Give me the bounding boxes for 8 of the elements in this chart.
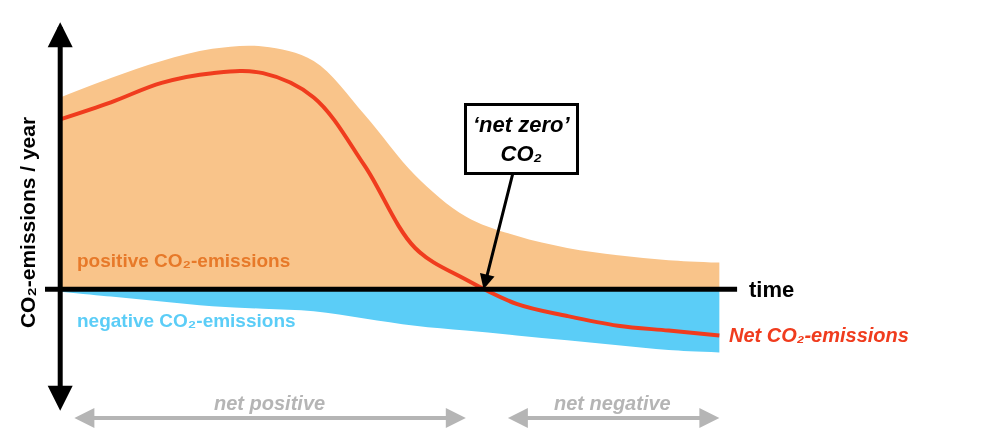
annotation: ‘net zero’ CO₂ [473, 112, 571, 166]
x-axis-title: time [749, 277, 795, 302]
series-label: positive CO₂-emissions [77, 250, 291, 271]
y-axis-title: CO₂-emissions / year [16, 116, 40, 329]
series-label: Net CO₂-emissions [729, 324, 909, 346]
series-label: negative CO₂-emissions [77, 310, 296, 331]
text: net negative [554, 392, 671, 414]
text: net positive [214, 392, 326, 414]
